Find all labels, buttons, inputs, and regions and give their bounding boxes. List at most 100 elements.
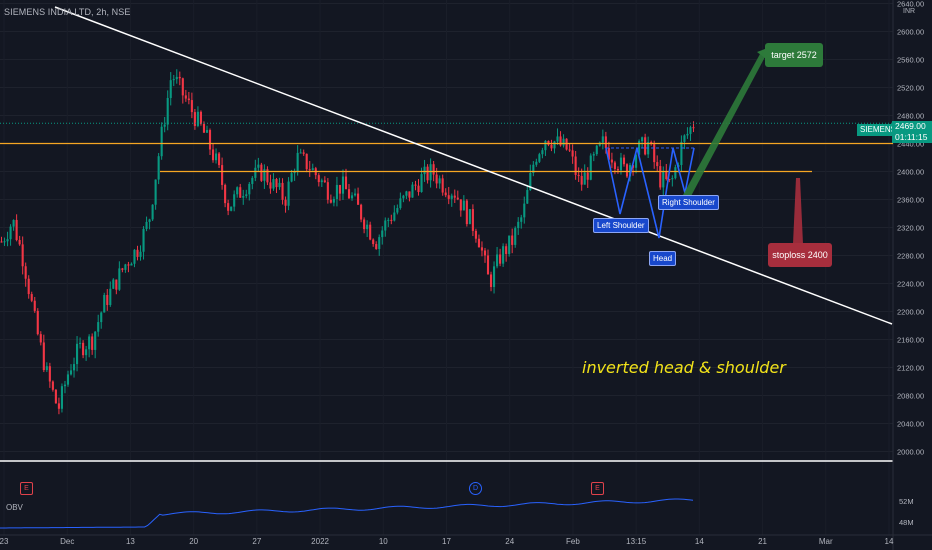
time-tick-label: 10 <box>379 537 388 546</box>
price-tick-label: 2400.00 <box>897 168 924 177</box>
candle <box>559 136 562 146</box>
time-tick-label: 23 <box>0 537 9 546</box>
candle <box>523 203 526 218</box>
candle <box>492 266 496 287</box>
candle <box>553 141 556 149</box>
bar-countdown: 01:11:15 <box>895 131 928 142</box>
candle <box>459 199 462 211</box>
candle <box>157 156 160 180</box>
candle <box>435 174 438 184</box>
candle <box>154 179 157 205</box>
candle <box>30 294 33 301</box>
candle <box>438 178 441 184</box>
candle <box>583 172 586 185</box>
candle <box>477 238 481 248</box>
candle <box>109 288 112 305</box>
candle <box>36 310 39 335</box>
candle <box>644 137 647 155</box>
price-tick-label: 2440.00 <box>897 140 924 149</box>
candle <box>408 191 411 198</box>
head-label[interactable]: Head <box>649 251 677 266</box>
candle <box>653 144 656 163</box>
candle <box>97 322 100 332</box>
candle <box>184 95 187 99</box>
candle <box>622 157 626 165</box>
candle <box>57 403 60 409</box>
candle <box>659 166 662 188</box>
candle <box>411 184 414 198</box>
candle <box>236 187 239 195</box>
candle <box>278 182 281 188</box>
price-tick-label: 2520.00 <box>897 84 924 93</box>
candle <box>63 384 67 387</box>
price-tick-label: 2240.00 <box>897 280 924 289</box>
candle <box>94 331 97 350</box>
candle <box>290 173 293 182</box>
candle <box>366 224 369 230</box>
left-shoulder-label[interactable]: Left Shoulder <box>593 218 649 233</box>
time-tick-label: 24 <box>505 537 514 546</box>
candle <box>293 171 296 174</box>
candle <box>21 244 24 267</box>
candle <box>148 219 151 222</box>
candle <box>245 194 248 196</box>
candle <box>586 172 589 180</box>
candle <box>311 168 314 171</box>
price-tick-label: 2040.00 <box>897 420 924 429</box>
earnings-event-icon[interactable]: E <box>591 482 604 495</box>
descending-trendline <box>54 6 893 325</box>
dividend-event-icon[interactable]: D <box>469 482 482 495</box>
stoploss-arrow <box>793 178 803 244</box>
candle <box>402 195 405 199</box>
candle <box>166 97 169 125</box>
obv-tick-label: 52M <box>899 497 914 506</box>
candle <box>305 153 308 170</box>
candle <box>160 126 163 157</box>
candle <box>604 136 607 148</box>
obv-indicator-label[interactable]: OBV <box>6 503 23 512</box>
pattern-annotation[interactable]: inverted head & shoulder <box>582 358 786 377</box>
candle <box>344 176 348 190</box>
price-tick-label: 2640.00 <box>897 0 924 9</box>
candle <box>211 149 215 161</box>
candle <box>616 168 620 171</box>
price-tick-label: 2360.00 <box>897 196 924 205</box>
candle <box>12 219 15 227</box>
candle <box>317 175 320 183</box>
earnings-event-icon[interactable]: E <box>20 482 33 495</box>
candle <box>151 204 154 220</box>
candle <box>390 219 393 221</box>
candle <box>511 235 514 245</box>
right-shoulder-label[interactable]: Right Shoulder <box>658 195 719 210</box>
candle <box>54 389 57 404</box>
candle <box>257 164 260 168</box>
currency-label: INR <box>903 8 916 15</box>
candle <box>338 184 342 194</box>
stoploss-label[interactable]: stoploss 2400 <box>768 243 832 267</box>
candle <box>514 228 517 245</box>
candle <box>118 268 121 290</box>
candle <box>396 208 399 213</box>
candle <box>142 228 145 252</box>
candle <box>399 198 402 209</box>
last-price: 2469.00 <box>895 121 926 131</box>
candle <box>535 161 538 165</box>
candle <box>601 136 604 143</box>
target-label[interactable]: target 2572 <box>765 43 823 67</box>
candle <box>326 182 329 200</box>
candle <box>375 244 378 249</box>
candle <box>393 212 396 221</box>
candle <box>444 192 447 196</box>
candle <box>190 100 193 113</box>
time-tick-label: 21 <box>758 537 767 546</box>
symbol-title[interactable]: SIEMENS INDIA LTD, 2h, NSE <box>4 7 131 17</box>
candle <box>121 268 124 270</box>
candle <box>462 200 465 211</box>
candle <box>541 150 544 155</box>
target-arrow <box>683 54 765 198</box>
candle <box>571 150 574 157</box>
candle <box>335 184 338 200</box>
candle <box>275 179 278 188</box>
